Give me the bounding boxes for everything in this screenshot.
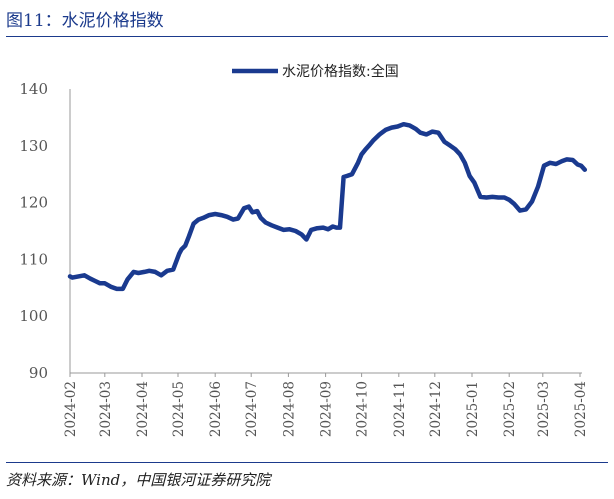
series-line-national-cement-index <box>67 121 588 292</box>
x-tick-label: 2024-06 <box>208 381 224 437</box>
x-tick-label: 2024-11 <box>392 381 408 437</box>
x-tick-label: 2024-12 <box>428 381 444 437</box>
y-tick-label: 130 <box>19 137 48 155</box>
x-tick-label: 2024-09 <box>319 381 335 437</box>
x-tick-label: 2024-10 <box>355 381 371 437</box>
x-tick-label: 2025-02 <box>502 381 518 437</box>
bottom-rule <box>6 462 608 463</box>
x-tick-label: 2024-02 <box>63 381 79 437</box>
x-tick-label: 2025-04 <box>573 381 589 437</box>
figure-title: 图11：水泥价格指数 <box>6 11 164 31</box>
y-tick-label: 140 <box>19 80 48 98</box>
y-tick-label: 100 <box>19 307 48 325</box>
x-tick-label: 2024-04 <box>135 381 151 437</box>
x-tick-label: 2025-03 <box>536 381 552 437</box>
x-tick-label: 2024-08 <box>281 381 297 437</box>
x-tick-label: 2024-03 <box>98 381 114 437</box>
legend-label: 水泥价格指数:全国 <box>282 63 399 80</box>
x-axis: 2024-02 2024-03 2024-04 2024-05 2024-06 2024-… <box>63 373 589 437</box>
y-tick-label: 90 <box>29 364 48 382</box>
x-tick-label: 2024-05 <box>171 381 187 437</box>
legend: 水泥价格指数:全国 <box>232 63 399 80</box>
top-rule <box>6 36 608 37</box>
y-tick-label: 120 <box>19 194 48 212</box>
y-axis: 90 100 110 120 130 140 <box>19 80 48 382</box>
x-tick-label: 2024-07 <box>244 381 260 437</box>
x-tick-label: 2025-01 <box>465 381 481 437</box>
source-note: 资料来源：Wind，中国银河证券研究院 <box>6 471 271 489</box>
y-tick-label: 110 <box>19 250 48 268</box>
